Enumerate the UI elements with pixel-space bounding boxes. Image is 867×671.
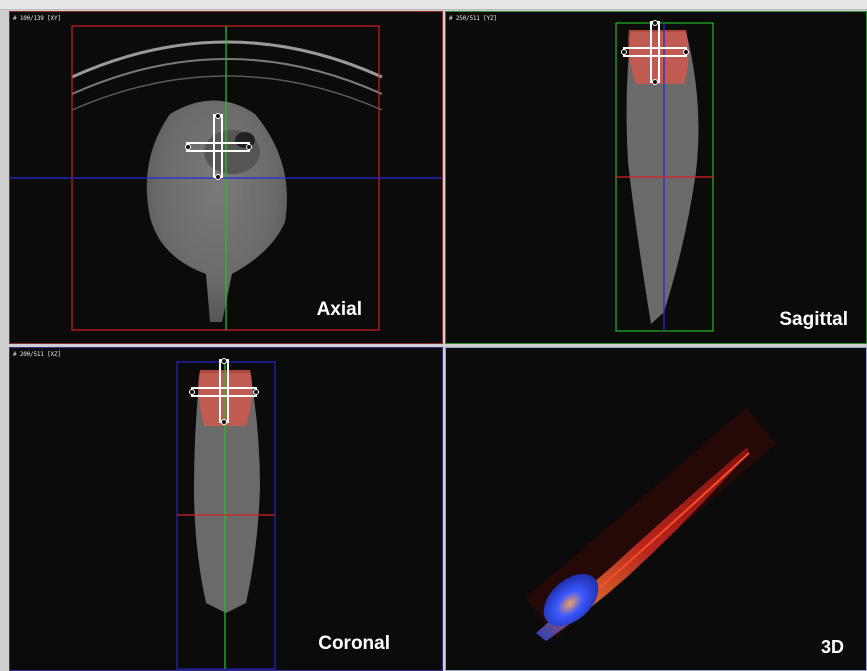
sagittal-body [626,32,699,324]
coronal-body [194,373,260,613]
axial-slice-info: # 100/139 [XY] [13,15,61,22]
coronal-label: Coronal [318,633,390,654]
table-arc-outer [71,40,383,79]
coronal-crosshair-handle[interactable] [189,358,259,425]
sagittal-crosshair-handle[interactable] [621,20,689,85]
table-arc-inner [71,58,383,95]
coronal-view[interactable]: # 200/511 [XZ] Coronal [9,347,443,671]
axial-view[interactable]: # 100/139 [XY] [9,11,443,344]
axial-canvas [10,25,442,331]
axial-cavity [235,132,255,148]
3d-label: 3D [820,637,844,657]
coronal-canvas [176,358,276,670]
sagittal-canvas [615,20,714,332]
sagittal-label: Sagittal [779,309,848,330]
view-3d[interactable]: 3D [445,347,867,671]
table-arc-inner2 [71,75,383,111]
axial-crosshair-handle[interactable] [185,113,252,180]
sagittal-slice-info: # 250/511 [YZ] [449,15,497,22]
sagittal-view[interactable]: # 250/511 [YZ] Sagittal [445,11,867,344]
axial-label: Axial [316,299,362,320]
coronal-slice-info: # 200/511 [XZ] [13,351,61,358]
3d-canvas [526,408,776,641]
top-strip [0,0,867,10]
3d-fish-head [543,573,599,627]
